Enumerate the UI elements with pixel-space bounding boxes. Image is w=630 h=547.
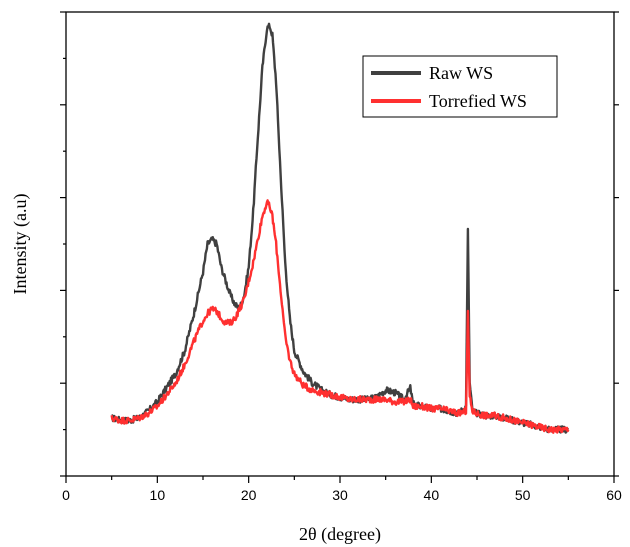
x-axis-title: 2θ (degree): [299, 524, 381, 545]
legend: Raw WS Torrefied WS: [362, 55, 558, 118]
x-tick-label: 60: [606, 487, 622, 503]
ticks-layer: 0 10 20 30 40 50 60: [60, 11, 622, 503]
series-layer: [110, 22, 570, 434]
y-axis-title: Intensity (a.u): [10, 194, 31, 295]
x-tick-label: 0: [62, 487, 70, 503]
x-tick-label: 40: [424, 487, 440, 503]
x-tick-label: 20: [241, 487, 257, 503]
legend-box: [362, 55, 558, 118]
x-tick-label: 30: [332, 487, 348, 503]
legend-label-torrefied-ws: Torrefied WS: [429, 91, 527, 111]
legend-label-raw-ws: Raw WS: [429, 63, 493, 83]
series-line-torrefied-ws: [110, 199, 570, 434]
x-tick-label: 50: [515, 487, 531, 503]
x-tick-label: 10: [150, 487, 166, 503]
